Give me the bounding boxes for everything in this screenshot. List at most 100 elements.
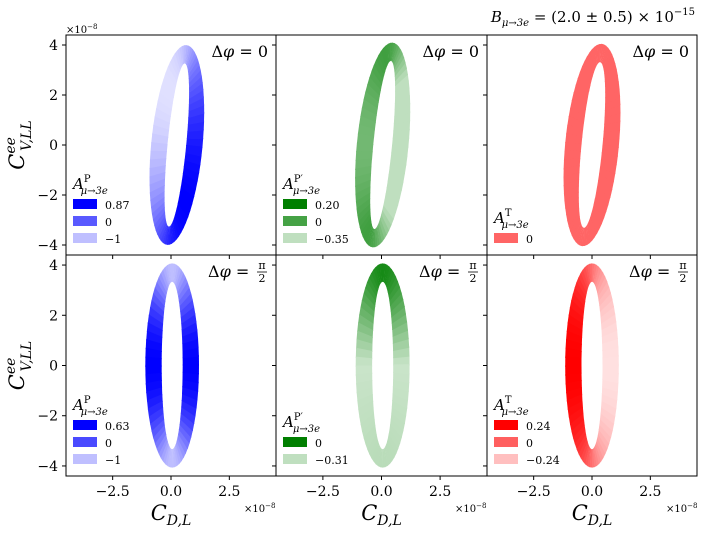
ring-segment <box>355 192 371 210</box>
y-tick-label: 0 <box>49 359 58 375</box>
ring-segment <box>579 227 584 247</box>
ring-segment <box>570 413 584 433</box>
ring-segment <box>392 321 408 337</box>
ring-segment <box>584 226 588 246</box>
ring-segment <box>604 95 621 111</box>
ring-segment <box>365 429 377 450</box>
panel-title: Δφ = <box>629 262 670 281</box>
ring-segment <box>178 423 192 444</box>
ring-segment <box>179 46 184 67</box>
y-tick-label: −2 <box>37 409 58 425</box>
legend-swatch <box>494 437 518 447</box>
ring-segment <box>361 99 378 117</box>
ring-row2-col1 <box>145 263 199 468</box>
y-axis-label-row2: CeeV,LL <box>3 341 35 390</box>
ring-segment <box>174 446 180 467</box>
ring-segment <box>571 293 585 313</box>
ring-segment <box>584 264 591 285</box>
ring-segment <box>185 45 191 65</box>
legend-label: 0.20 <box>315 199 340 212</box>
ring-segment <box>157 92 173 111</box>
ring-segment <box>602 137 620 148</box>
ring-segment <box>386 269 395 290</box>
ring-segment <box>188 69 202 88</box>
ring-segment <box>174 50 182 71</box>
panel-title-numer: π <box>679 259 686 272</box>
ring-segment <box>169 225 172 245</box>
ring-segment <box>179 185 195 205</box>
figure-title-text: Bμ→3e = (2.0 ± 0.5) × 10−15 <box>490 7 695 29</box>
ring-segment <box>388 166 405 183</box>
ring-segment <box>154 281 167 303</box>
x-tick-label: −2.5 <box>517 484 551 500</box>
ring-segment <box>367 434 378 455</box>
ring-segment <box>158 221 167 242</box>
ring-segment <box>373 59 385 81</box>
ring-segment <box>145 347 162 360</box>
ring-segment <box>600 305 616 324</box>
ring-segment <box>362 419 376 439</box>
ring-segment <box>356 133 375 146</box>
ring-segment <box>563 185 579 202</box>
legend-swatch <box>73 216 97 226</box>
ring-segment <box>163 444 170 465</box>
ring-segment <box>151 196 165 215</box>
legend-label: 0 <box>315 437 322 450</box>
panel-frame <box>486 254 698 477</box>
ring-segment <box>180 179 197 198</box>
legend-swatch <box>283 454 307 464</box>
ring-segment <box>590 212 600 235</box>
x-scale-label-col1: ×10−8 <box>244 502 275 515</box>
ring-segment <box>173 215 182 237</box>
ring-segment <box>600 43 605 63</box>
ring-segment <box>375 446 381 467</box>
ring-segment <box>160 269 169 291</box>
panel-title: Δφ = <box>208 262 249 281</box>
ring-segment <box>387 437 397 459</box>
legend-title: AT μ→3e <box>492 395 529 418</box>
ring-segment <box>179 418 193 438</box>
ring-segment <box>380 263 383 283</box>
ring-segment <box>568 407 584 426</box>
legend-label: −0.31 <box>315 454 349 467</box>
ring-segment <box>592 447 597 468</box>
legend-swatch <box>73 437 97 447</box>
legend-label: 0 <box>526 233 533 246</box>
ring-segment <box>367 77 381 97</box>
ring-segment <box>601 393 618 409</box>
ring-segment <box>567 207 580 227</box>
ring-segment <box>356 142 374 153</box>
ring-segment <box>156 100 172 118</box>
ring-segment <box>578 438 588 459</box>
ring-segment <box>391 305 406 324</box>
ring-segment <box>565 197 579 216</box>
legend-swatch <box>73 233 97 243</box>
ring-segment <box>173 447 178 468</box>
ring-segment <box>565 347 582 360</box>
ring-segment <box>382 263 385 283</box>
ring-segment <box>390 418 404 438</box>
ring-segment <box>386 180 402 199</box>
x-tick-label: −2.5 <box>96 484 130 500</box>
ring-segment <box>391 399 408 417</box>
ring-segment <box>365 83 380 103</box>
ring-segment <box>563 172 580 187</box>
ring-segment <box>594 443 602 465</box>
ring-segment <box>585 225 590 246</box>
panel-row1-col3: Δφ = 0 AT μ→3e 0 <box>483 34 698 259</box>
ring-segment <box>393 371 410 384</box>
ring-segment <box>170 223 175 244</box>
ring-segment <box>601 313 617 331</box>
ring-segment <box>360 413 375 433</box>
y-tick-label: 2 <box>49 308 58 324</box>
ring-segment <box>178 281 190 302</box>
ring-segment <box>387 173 404 191</box>
ring-segment <box>567 314 583 332</box>
ring-segment <box>188 96 205 112</box>
ring-segment <box>596 272 606 293</box>
ring-segment <box>385 187 401 207</box>
ring-segment <box>589 216 598 238</box>
ring-segment <box>359 407 375 426</box>
ring-segment <box>596 44 600 64</box>
